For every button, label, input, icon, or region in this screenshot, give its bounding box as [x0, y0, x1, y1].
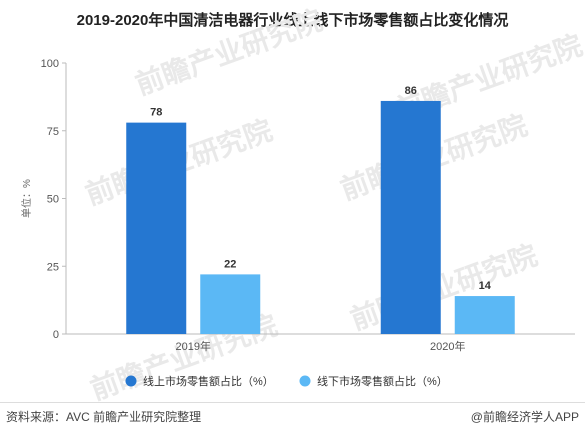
bar [200, 274, 261, 334]
data-label: 14 [479, 280, 492, 292]
data-label: 22 [224, 258, 236, 270]
chart-legend: 线上市场零售额占比（%） 线下市场零售额占比（%） [125, 374, 448, 388]
x-tick-label: 2019年 [176, 339, 211, 353]
y-tick-label: 0 [53, 329, 59, 341]
footer-divider [0, 402, 585, 403]
y-axis-title: 单位：% [20, 179, 33, 218]
chart-title: 2019-2020年中国清洁电器行业线上线下市场零售额占比变化情况 [76, 12, 509, 29]
y-tick-label: 25 [47, 261, 59, 273]
watermark-text: 前瞻产业研究院 [131, 4, 326, 101]
bar [126, 122, 187, 335]
bar [380, 100, 441, 334]
legend-marker [125, 375, 137, 387]
chart-data-labels: 78 22 86 14 [150, 85, 492, 292]
publisher-credit: @前瞻经济学人APP [470, 410, 579, 424]
y-tick-label: 75 [47, 126, 59, 138]
data-label: 78 [150, 107, 162, 119]
data-label: 86 [405, 85, 417, 97]
legend-label: 线上市场零售额占比（%） [143, 374, 274, 388]
y-tick-label: 50 [47, 194, 59, 206]
bar [454, 296, 515, 334]
x-tick-label: 2020年 [430, 339, 465, 353]
source-note: 资料来源：AVC 前瞻产业研究院整理 [6, 410, 202, 424]
chart-bars [126, 100, 515, 335]
legend-marker [299, 375, 311, 387]
y-tick-label: 100 [41, 58, 59, 70]
legend-label: 线下市场零售额占比（%） [317, 374, 448, 388]
